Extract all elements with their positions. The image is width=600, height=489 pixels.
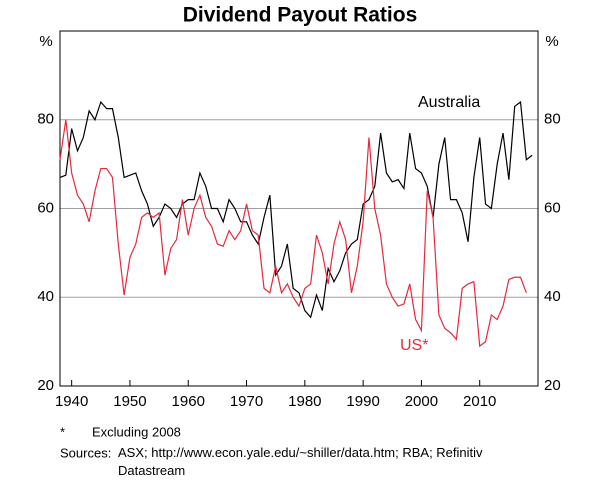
footnote: Excluding 2008 [92, 424, 181, 439]
series-line [59, 100, 533, 319]
series-label: US* [400, 337, 428, 354]
x-tick-label: 1970 [230, 393, 263, 410]
y-tick-label: 60 [37, 199, 54, 216]
y2-tick-label: 60 [544, 199, 561, 216]
y-tick-label: 80 [37, 111, 54, 128]
y2-tick-label: 20 [544, 377, 561, 394]
series-line [59, 119, 527, 348]
sources-label: Sources: [60, 445, 111, 460]
x-tick-label: 1950 [113, 393, 146, 410]
x-tick-label: 2000 [405, 393, 438, 410]
plot-frame [59, 30, 539, 387]
x-tick-label: 1990 [346, 393, 379, 410]
y2-unit: % [545, 33, 558, 50]
sources: ASX; http://www.econ.yale.edu/~shiller/d… [118, 445, 483, 478]
x-tick-label: 1940 [55, 393, 88, 410]
y-tick-label: 20 [37, 377, 54, 394]
y2-tick-label: 80 [544, 111, 561, 128]
series-label: Australia [418, 94, 480, 111]
y2-tick-label: 40 [544, 288, 561, 305]
x-tick-label: 2010 [463, 393, 496, 410]
y-unit: % [39, 33, 52, 50]
chart-title: Dividend Payout Ratios [183, 4, 418, 27]
sources-box: ASX; http://www.econ.yale.edu/~shiller/d… [118, 445, 483, 478]
x-tick-label: 1980 [288, 393, 321, 410]
footnote-marker: * [60, 424, 65, 439]
y-tick-label: 40 [37, 288, 54, 305]
x-tick-label: 1960 [172, 393, 205, 410]
